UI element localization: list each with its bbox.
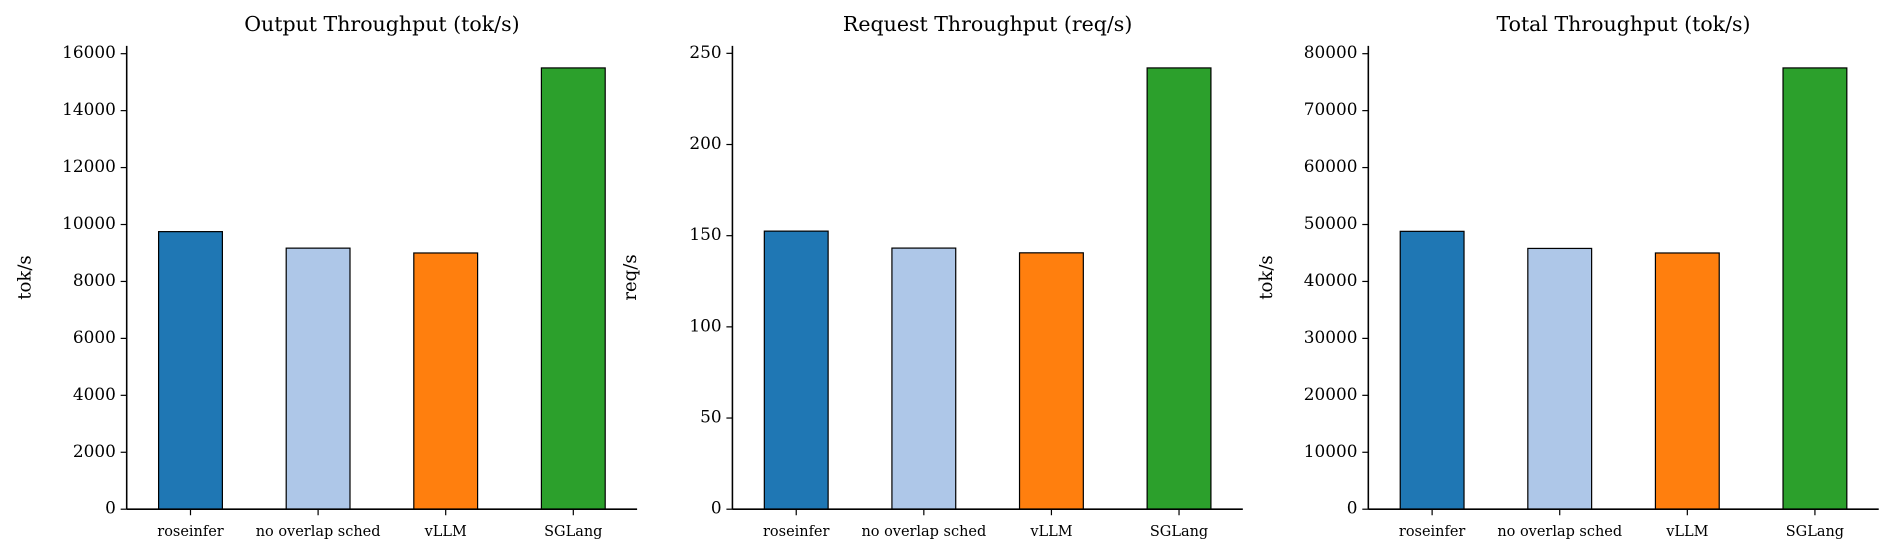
bar	[157, 231, 224, 510]
y-tick-label: 10000	[62, 213, 116, 233]
x-tick-label: no overlap sched	[256, 524, 381, 540]
y-axis-label: req/s	[620, 254, 641, 300]
x-tick-label: vLLM	[1029, 524, 1072, 540]
y-axis-label: tok/s	[1256, 255, 1277, 299]
bar	[1527, 247, 1593, 510]
y-tick-label: 0	[711, 498, 722, 518]
x-tick-label: no overlap sched	[861, 524, 986, 540]
bar	[285, 247, 351, 510]
chart-title: Request Throughput (req/s)	[843, 12, 1132, 36]
bar	[1399, 230, 1465, 510]
y-tick-label: 50	[700, 407, 721, 427]
x-tick-label: roseinfer	[763, 524, 829, 540]
y-tick-label: 14000	[62, 99, 116, 119]
y-tick-label: 200	[689, 133, 721, 153]
y-tick-label: 10000	[1304, 441, 1358, 461]
y-tick-label: 40000	[1304, 270, 1358, 290]
y-tick-label: 0	[105, 498, 116, 518]
y-tick-label: 100	[689, 315, 721, 335]
bar	[413, 252, 479, 510]
x-tick-label: roseinfer	[1399, 524, 1465, 540]
x-tick-label: roseinfer	[157, 524, 223, 540]
y-tick-label: 20000	[1304, 384, 1358, 404]
bar	[1018, 252, 1084, 510]
y-tick-label: 2000	[73, 441, 116, 461]
y-axis-label: tok/s	[14, 255, 35, 299]
y-tick-label: 80000	[1304, 42, 1358, 62]
x-tick-label: SGLang	[1150, 524, 1208, 540]
y-tick-label: 6000	[73, 327, 116, 347]
y-tick-label: 50000	[1304, 213, 1358, 233]
bar	[1654, 252, 1720, 510]
x-tick-label: SGLang	[1786, 524, 1844, 540]
y-tick-label: 0	[1347, 498, 1358, 518]
bar	[540, 67, 606, 510]
y-tick-label: 4000	[73, 384, 116, 404]
y-tick-label: 16000	[62, 42, 116, 62]
y-tick-label: 30000	[1304, 327, 1358, 347]
chart-title: Total Throughput (tok/s)	[1497, 12, 1751, 36]
bar	[891, 247, 957, 510]
x-tick-label: SGLang	[544, 524, 602, 540]
y-tick-label: 150	[689, 224, 721, 244]
x-tick-label: vLLM	[424, 524, 467, 540]
y-tick-label: 250	[689, 42, 721, 62]
bar	[1782, 67, 1848, 510]
y-tick-label: 70000	[1304, 99, 1358, 119]
y-tick-label: 12000	[62, 156, 116, 176]
y-tick-label: 8000	[73, 270, 116, 290]
chart-title: Output Throughput (tok/s)	[244, 12, 519, 36]
x-tick-label: no overlap sched	[1497, 524, 1622, 540]
bar	[763, 230, 829, 510]
bar	[1146, 67, 1212, 510]
x-tick-label: vLLM	[1665, 524, 1708, 540]
y-tick-label: 60000	[1304, 156, 1358, 176]
